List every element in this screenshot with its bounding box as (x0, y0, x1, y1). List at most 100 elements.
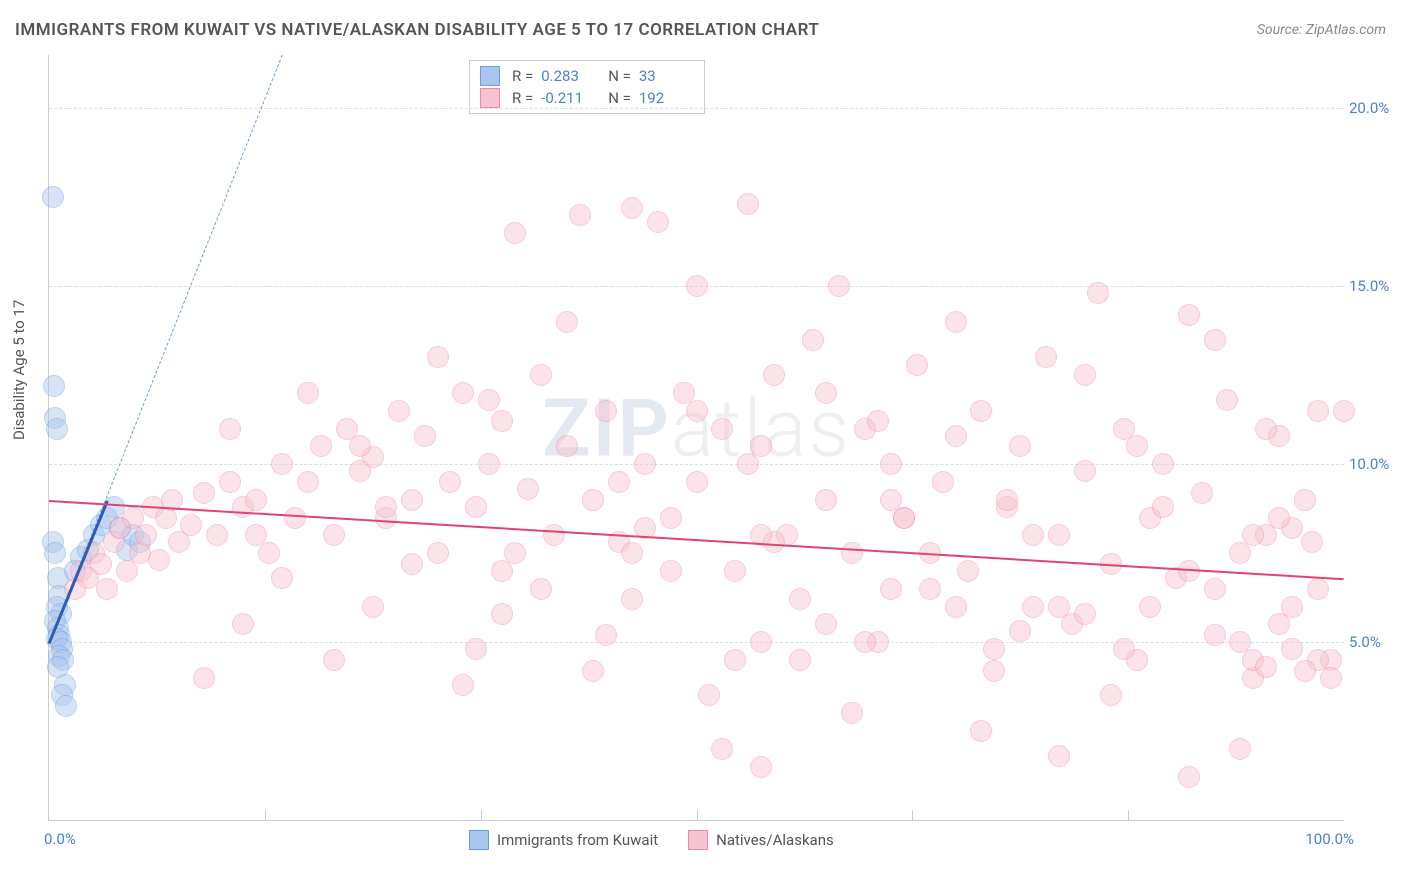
scatter-point-natives (556, 435, 578, 457)
scatter-point-natives (1301, 531, 1323, 553)
scatter-point-kuwait (55, 695, 77, 717)
scatter-point-natives (893, 507, 915, 529)
scatter-point-natives (1152, 496, 1174, 518)
scatter-point-natives (932, 471, 954, 493)
scatter-point-natives (957, 560, 979, 582)
scatter-point-natives (1022, 596, 1044, 618)
scatter-point-natives (1100, 684, 1122, 706)
y-tick-label: 15.0% (1349, 277, 1404, 295)
scatter-point-natives (1152, 453, 1174, 475)
scatter-point-natives (737, 453, 759, 475)
scatter-point-natives (1307, 400, 1329, 422)
legend-swatch-natives (480, 88, 500, 108)
scatter-point-natives (271, 567, 293, 589)
legend-stat-row: R = 0.283 N = 33 (480, 65, 694, 87)
scatter-point-natives (867, 410, 889, 432)
legend-stat-row: R = -0.211 N = 192 (480, 87, 694, 109)
scatter-point-natives (789, 649, 811, 671)
scatter-point-natives (1139, 596, 1161, 618)
scatter-point-natives (1074, 460, 1096, 482)
scatter-point-natives (854, 631, 876, 653)
scatter-point-natives (478, 453, 500, 475)
scatter-point-natives (841, 702, 863, 724)
watermark: ZIPatlas (542, 381, 851, 475)
scatter-point-natives (789, 588, 811, 610)
scatter-point-natives (193, 667, 215, 689)
scatter-point-natives (491, 410, 513, 432)
scatter-point-natives (323, 524, 345, 546)
scatter-point-natives (1294, 489, 1316, 511)
scatter-point-natives (1229, 738, 1251, 760)
scatter-point-natives (763, 364, 785, 386)
scatter-point-natives (1178, 304, 1200, 326)
x-tick-label: 0.0% (44, 830, 76, 848)
scatter-point-natives (711, 738, 733, 760)
x-tick-mark (1128, 810, 1129, 820)
scatter-point-natives (245, 524, 267, 546)
scatter-point-kuwait (46, 418, 68, 440)
y-tick-label: 10.0% (1349, 455, 1404, 473)
scatter-point-natives (245, 489, 267, 511)
scatter-point-natives (880, 578, 902, 600)
gridline-horizontal (49, 464, 1344, 465)
scatter-point-natives (595, 400, 617, 422)
scatter-point-natives (465, 638, 487, 660)
scatter-point-kuwait (42, 186, 64, 208)
scatter-point-natives (388, 400, 410, 422)
scatter-point-natives (1009, 620, 1031, 642)
scatter-point-natives (452, 674, 474, 696)
scatter-point-natives (401, 553, 423, 575)
scatter-point-natives (284, 507, 306, 529)
scatter-point-natives (427, 346, 449, 368)
scatter-point-natives (945, 596, 967, 618)
legend-series: Immigrants from Kuwait Natives/Alaskans (469, 830, 834, 850)
scatter-point-natives (970, 720, 992, 742)
scatter-point-natives (841, 542, 863, 564)
gridline-horizontal (49, 642, 1344, 643)
scatter-point-natives (1229, 631, 1251, 653)
scatter-point-natives (1048, 745, 1070, 767)
legend-swatch-kuwait (480, 66, 500, 86)
scatter-point-natives (135, 524, 157, 546)
x-tick-mark (912, 810, 913, 820)
scatter-point-natives (1268, 613, 1290, 635)
scatter-point-natives (1255, 656, 1277, 678)
scatter-point-natives (945, 311, 967, 333)
scatter-point-natives (802, 329, 824, 351)
scatter-point-natives (1087, 282, 1109, 304)
scatter-point-natives (983, 638, 1005, 660)
scatter-point-natives (219, 471, 241, 493)
scatter-point-natives (1009, 435, 1031, 457)
scatter-point-natives (1204, 624, 1226, 646)
scatter-point-natives (427, 542, 449, 564)
scatter-point-natives (660, 560, 682, 582)
scatter-point-natives (621, 588, 643, 610)
scatter-point-natives (1216, 389, 1238, 411)
scatter-point-natives (297, 471, 319, 493)
scatter-point-natives (96, 578, 118, 600)
scatter-point-natives (660, 507, 682, 529)
x-tick-mark (697, 810, 698, 820)
scatter-point-natives (595, 624, 617, 646)
scatter-point-natives (543, 524, 565, 546)
scatter-point-natives (750, 756, 772, 778)
scatter-point-natives (686, 471, 708, 493)
scatter-point-natives (582, 660, 604, 682)
scatter-point-natives (621, 542, 643, 564)
y-axis-label: Disability Age 5 to 17 (10, 300, 28, 440)
scatter-point-natives (711, 418, 733, 440)
scatter-point-natives (750, 631, 772, 653)
scatter-point-natives (1126, 435, 1148, 457)
scatter-point-natives (375, 496, 397, 518)
scatter-point-kuwait (43, 375, 65, 397)
legend-swatch-natives (688, 830, 708, 850)
scatter-point-natives (1255, 418, 1277, 440)
scatter-point-natives (1022, 524, 1044, 546)
x-tick-mark (481, 810, 482, 820)
scatter-point-natives (232, 613, 254, 635)
scatter-point-natives (582, 489, 604, 511)
scatter-point-natives (724, 560, 746, 582)
scatter-point-natives (1281, 638, 1303, 660)
scatter-point-natives (401, 489, 423, 511)
scatter-point-natives (491, 603, 513, 625)
